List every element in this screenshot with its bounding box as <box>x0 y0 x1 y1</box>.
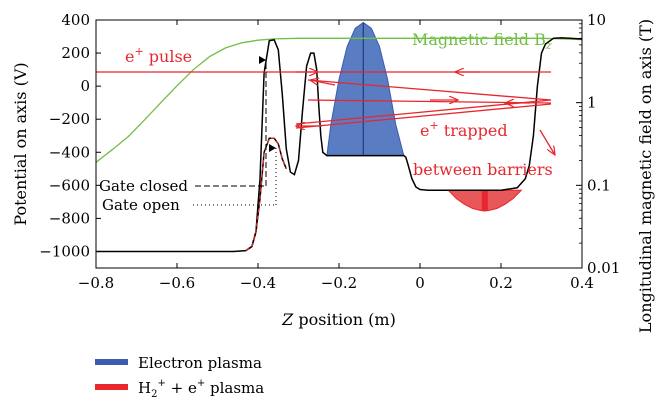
y-tick-label: −200 <box>49 110 90 128</box>
x-axis-title-var: Z <box>281 310 294 329</box>
annotation-pulse-sup: + <box>134 45 143 58</box>
legend-positron-mid: + e <box>166 379 197 397</box>
y-axis-title: Potential on axis (V) <box>11 62 30 225</box>
electron-plasma-fill <box>326 21 405 157</box>
legend-positron-rest: plasma <box>205 379 264 397</box>
series-gate-open-overlay <box>245 137 287 252</box>
x-tick-label: −0.8 <box>78 274 114 292</box>
x-tick-label: −0.2 <box>321 274 357 292</box>
y-tick-label: −1000 <box>39 242 90 260</box>
y2-tick-label: 10 <box>587 11 606 29</box>
legend-positron-sup2: + <box>197 378 205 389</box>
legend-positron-sup1: + <box>157 378 165 389</box>
positron-plasma-core <box>481 190 488 211</box>
legend: Electron plasma H2+ + e+ plasma <box>95 354 264 400</box>
legend-positron-h: H <box>138 379 151 397</box>
annotation-gate-closed: Gate closed <box>99 177 188 195</box>
y2-tick-label: 0.01 <box>587 259 620 277</box>
legend-positron-sub: 2 <box>151 389 157 400</box>
plasma-fills <box>326 21 523 212</box>
legend-swatch-electron <box>95 359 128 365</box>
x-tick-label: −0.6 <box>159 274 195 292</box>
y2-tick-label: 1 <box>587 94 597 112</box>
trapped-arrow-e <box>539 129 555 155</box>
annotation-trapped: e+ trapped <box>420 119 508 140</box>
x-axis-title: Z position (m) <box>281 310 396 329</box>
annotation-trapped-sup: + <box>429 119 438 132</box>
y2-axis-title: Longitudinal magnetic field on axis (T) <box>636 19 655 333</box>
annotation-pulse-rest: pulse <box>144 47 192 66</box>
y-tick-label: 0 <box>80 77 90 95</box>
y-tick-label: −600 <box>49 176 90 194</box>
trapped-line-1 <box>307 79 552 101</box>
legend-label-electron: Electron plasma <box>138 354 262 372</box>
annotation-gate-open: Gate open <box>102 196 180 214</box>
x-tick-label: −0.4 <box>240 274 276 292</box>
gate-markers <box>193 56 277 206</box>
y-tick-label: −400 <box>49 143 90 161</box>
positron-trajectory-arrows <box>96 72 555 155</box>
x-tick-label: 0.2 <box>489 274 513 292</box>
x-axis: −0.8 −0.6 −0.4 −0.2 0 0.2 0.4 <box>78 20 594 292</box>
series-gate-closed <box>96 37 582 253</box>
trapped-arrow-c <box>310 80 336 85</box>
y2-tick-label: 0.1 <box>587 176 611 194</box>
x-tick-label: 0 <box>415 274 425 292</box>
y-tick-label: 400 <box>61 11 90 29</box>
x-axis-title-rest: position (m) <box>293 310 396 329</box>
annotation-magnetic-field-text: Magnetic field B <box>412 30 546 49</box>
legend-label-positron: H2+ + e+ plasma <box>138 378 264 400</box>
annotation-magnetic-field-sub: z <box>545 39 552 52</box>
annotation-between-barriers: between barriers <box>413 160 553 179</box>
left-y-axis: 400 200 0 −200 −400 −600 −800 −1000 <box>39 11 101 260</box>
curves <box>96 37 582 253</box>
right-y-axis: 10 1 0.1 0.01 <box>576 11 620 277</box>
legend-swatch-positron <box>95 384 128 390</box>
annotation-magnetic-field: Magnetic field Bz <box>412 30 552 52</box>
annotation-trapped-rest: trapped <box>439 121 508 140</box>
series-magnetic-field <box>96 37 582 163</box>
annotation-pulse: e+ pulse <box>125 45 192 66</box>
trapped-line-4 <box>295 103 552 129</box>
x-tick-label: 0.4 <box>570 274 594 292</box>
y-tick-label: −800 <box>49 209 90 227</box>
annotation-pulse-e: e <box>125 47 134 66</box>
annotation-trapped-e: e <box>420 121 429 140</box>
y-tick-label: 200 <box>61 44 90 62</box>
